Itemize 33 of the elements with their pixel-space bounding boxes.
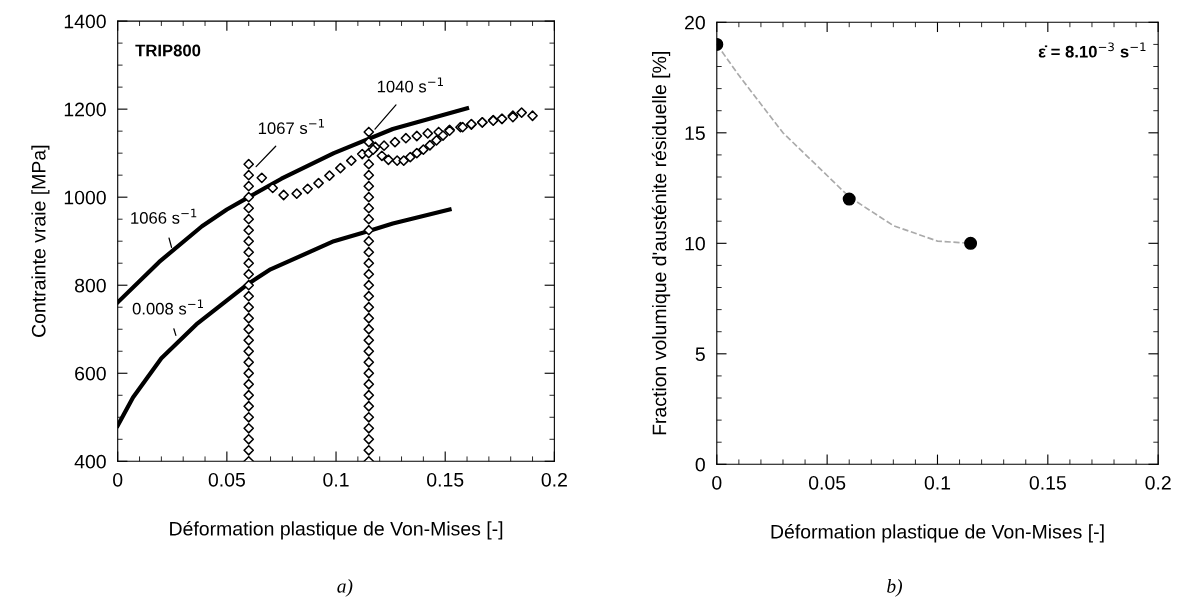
text: b)	[887, 579, 903, 597]
x-tick-label: 0.2	[1145, 475, 1171, 490]
y-tick-label: 1400	[64, 14, 106, 29]
y-tick-label: 15	[685, 126, 705, 141]
x-axis-title: Déformation plastique de Von-Mises [-]	[771, 524, 1104, 543]
y-tick-label: 600	[75, 366, 106, 381]
y-tick-label: 1200	[64, 102, 106, 117]
x-tick-label: 0.1	[924, 475, 951, 490]
annotation: 0.008 s$^{−1}$	[132, 299, 204, 315]
x-tick-label: 0	[113, 472, 123, 487]
x-tick-label: 0.15	[427, 472, 464, 487]
y-tick-label: 1000	[64, 190, 106, 205]
y-axis-title: Contrainte vraie [MPa]	[31, 145, 50, 337]
x-tick-label: 0	[712, 475, 722, 490]
x-tick-label: 0.1	[323, 472, 349, 487]
text: a)	[337, 579, 353, 597]
y-tick-label: 10	[685, 236, 705, 251]
y-tick-label: 20	[685, 15, 705, 30]
annotation: ε̇ = 8.10$^{−3}$ s$^{−1}$	[1038, 42, 1146, 58]
x-tick-label: 0.15	[1029, 475, 1066, 490]
x-tick-label: 0.2	[541, 472, 567, 487]
x-tick-label: 0.05	[808, 475, 846, 490]
annotation: 1067 s$^{−1}$	[258, 118, 324, 135]
x-axis-title: Déformation plastique de Von-Mises [-]	[170, 521, 503, 540]
x-tick-label: 0.05	[208, 472, 245, 487]
y-axis-title: Fraction volumique d'austénite résiduelle [%]	[651, 52, 671, 435]
y-tick-label: 5	[695, 347, 705, 362]
y-tick-label: 400	[74, 454, 106, 469]
y-tick-label: 800	[74, 278, 106, 293]
annotation: TRIP800	[135, 44, 201, 57]
annotation: 1040 s$^{−1}$	[377, 77, 443, 93]
y-tick-label: 0	[695, 457, 705, 472]
annotation: 1066 s$^{−1}$	[131, 208, 197, 224]
